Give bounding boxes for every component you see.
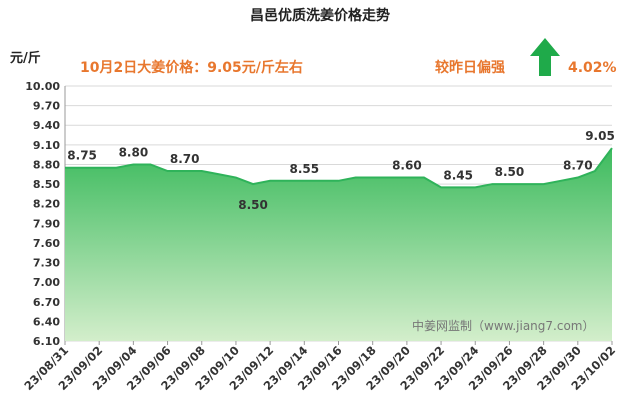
chart-title: 昌邑优质洗姜价格走势	[250, 7, 390, 24]
y-tick-label: 9.70	[33, 100, 60, 113]
change-percent: 4.02%	[568, 60, 617, 76]
y-tick-label: 6.40	[33, 315, 60, 328]
y-tick-label: 8.50	[33, 178, 60, 191]
y-tick-label: 9.40	[33, 119, 60, 132]
data-label: 8.60	[392, 159, 422, 173]
area-layer	[65, 147, 613, 341]
data-labels: 8.75 8.80 8.70 8.50 8.55 8.60 8.45 8.50 8.70 9.05	[67, 129, 615, 212]
y-tick-label: 7.90	[33, 217, 60, 230]
data-label: 8.80	[119, 145, 149, 159]
price-info-text: 10月2日大姜价格：9.05元/斤左右	[80, 59, 303, 76]
watermark: 中姜网监制（www.jiang7.com）	[412, 318, 594, 333]
y-tick-label: 8.80	[33, 158, 60, 171]
trend-up-arrow-icon	[530, 38, 560, 76]
data-label: 8.70	[170, 152, 200, 166]
y-tick-label: 6.70	[33, 296, 60, 309]
compare-label: 较昨日偏强	[435, 59, 505, 76]
data-label: 8.75	[67, 149, 97, 163]
y-tick-label: 8.20	[33, 198, 60, 211]
y-axis-unit: 元/斤	[10, 50, 41, 66]
y-tick-label: 7.30	[33, 257, 60, 270]
data-label: 8.70	[563, 159, 593, 173]
data-label: 8.50	[238, 198, 268, 212]
price-line	[65, 147, 613, 189]
y-tick-label: 10.00	[25, 80, 60, 93]
data-label: 8.50	[495, 165, 525, 179]
y-tick-label: 6.10	[33, 335, 60, 348]
data-label: 8.55	[290, 162, 320, 176]
data-label: 8.45	[443, 168, 473, 182]
y-tick-label: 7.60	[33, 237, 60, 250]
y-tick-labels: 10.00 9.70 9.40 9.10 8.80 8.50 8.20 7.90 7.60 7.3…	[25, 80, 60, 348]
y-tick-label: 9.10	[33, 139, 60, 152]
data-label: 9.05	[585, 129, 615, 143]
y-tick-label: 7.00	[33, 276, 60, 289]
x-tick-labels: 23/08/3123/09/0223/09/0423/09/0623/09/08…	[21, 341, 618, 393]
price-area	[65, 148, 612, 341]
